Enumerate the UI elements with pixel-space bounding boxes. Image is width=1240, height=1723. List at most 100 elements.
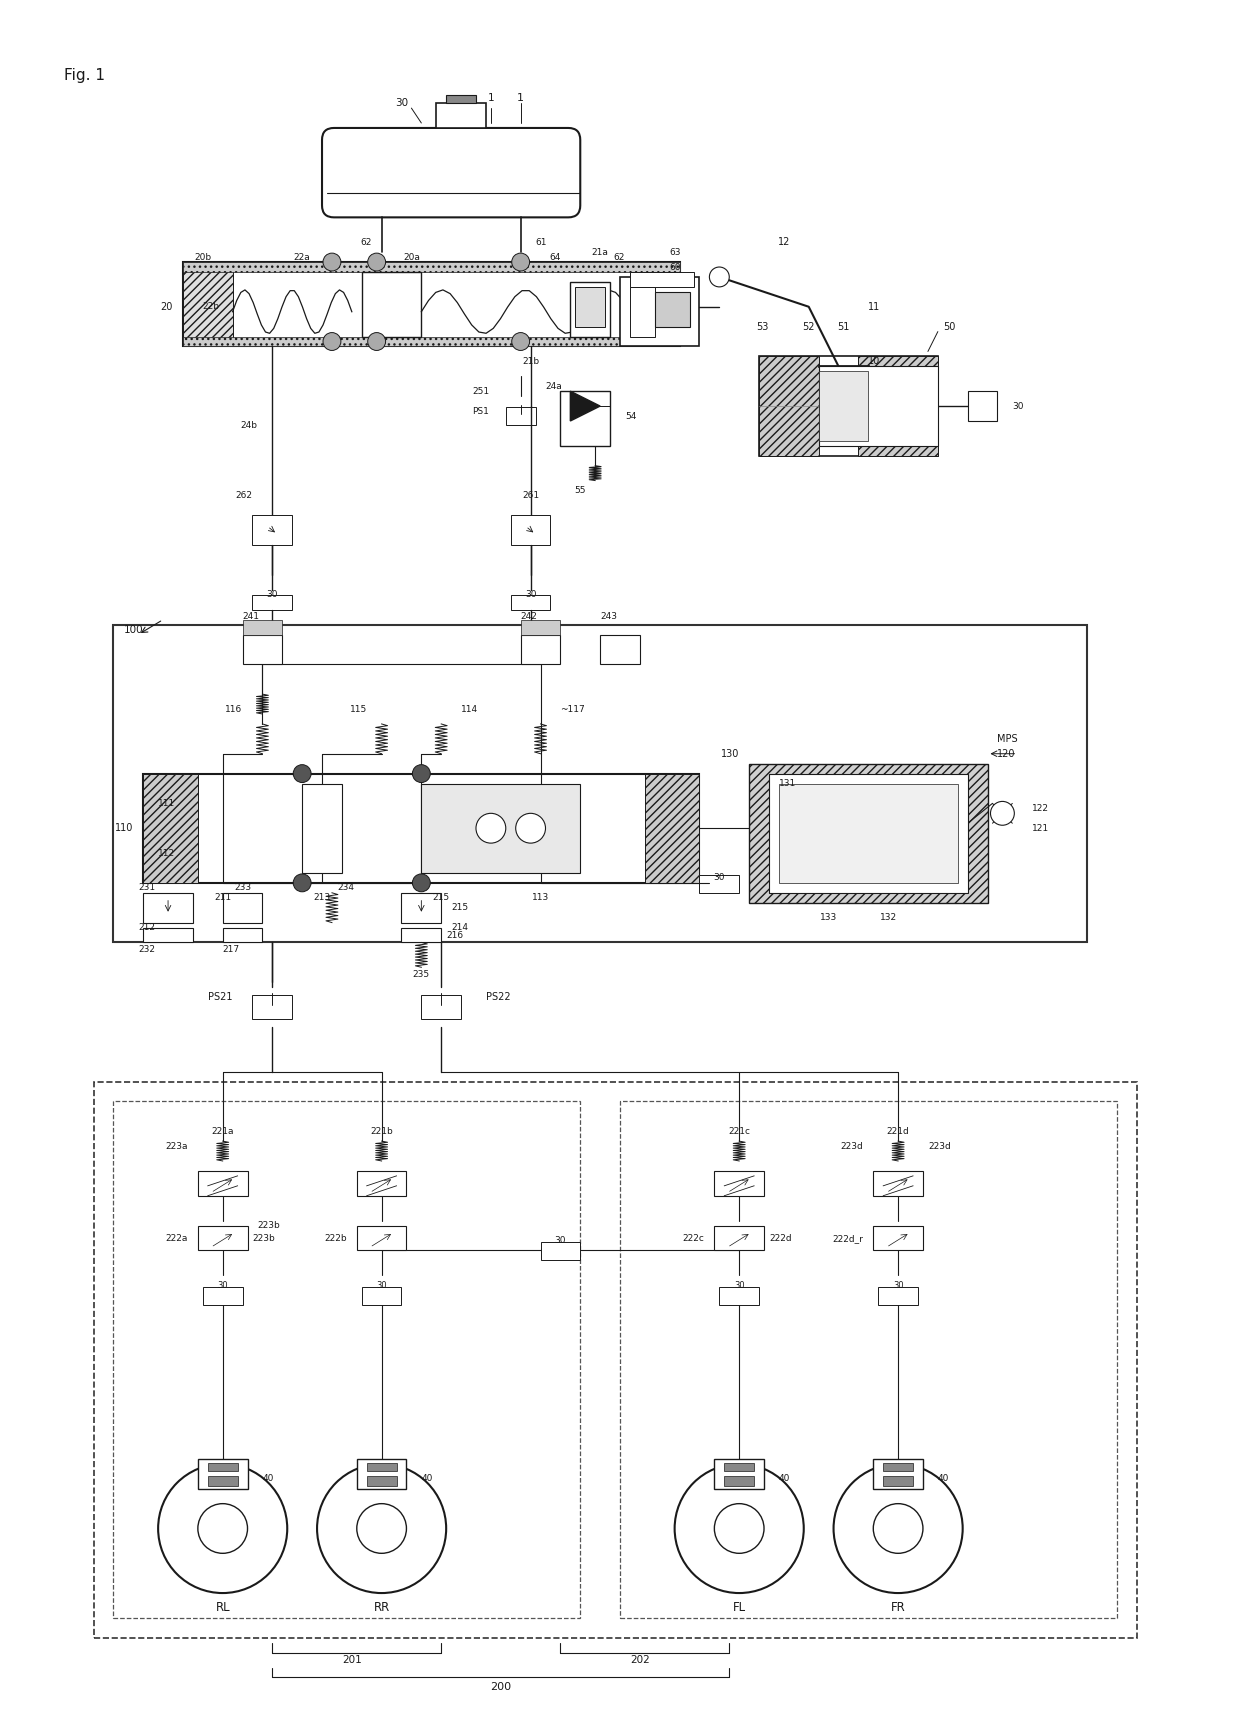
Bar	[878, 1287, 918, 1304]
Bar	[367, 1477, 397, 1485]
Bar	[511, 594, 551, 610]
Circle shape	[512, 253, 529, 271]
Circle shape	[293, 765, 311, 782]
Text: 24a: 24a	[546, 383, 562, 391]
Text: 30: 30	[217, 1280, 228, 1289]
Bar	[967, 391, 997, 420]
Circle shape	[991, 801, 1014, 825]
Bar	[223, 893, 263, 922]
Text: FR: FR	[890, 1601, 905, 1614]
Text: FL: FL	[733, 1601, 745, 1614]
Bar	[93, 1082, 1137, 1639]
Text: 214: 214	[451, 924, 469, 932]
Text: 211: 211	[215, 893, 231, 903]
Bar	[769, 774, 967, 893]
Text: 64: 64	[549, 253, 560, 262]
Bar	[198, 1225, 248, 1251]
Text: 222a: 222a	[166, 1234, 188, 1242]
Text: ~117: ~117	[560, 705, 585, 713]
Circle shape	[714, 1504, 764, 1554]
Text: 262: 262	[236, 491, 253, 500]
Bar	[873, 1172, 923, 1196]
Bar	[699, 875, 739, 893]
Text: 202: 202	[630, 1654, 650, 1664]
Text: 20: 20	[161, 302, 174, 312]
Text: 215: 215	[433, 893, 450, 903]
Bar	[184, 262, 680, 272]
Circle shape	[476, 813, 506, 843]
Text: 53: 53	[756, 322, 769, 331]
Bar	[208, 1463, 238, 1471]
Bar	[873, 1225, 923, 1251]
Text: RR: RR	[373, 1601, 389, 1614]
Text: 222d_r: 222d_r	[832, 1234, 863, 1242]
Text: 30: 30	[1012, 401, 1024, 410]
Text: 12: 12	[777, 238, 790, 246]
Text: 24b: 24b	[241, 422, 258, 431]
Text: 242: 242	[521, 612, 538, 622]
Text: 51: 51	[837, 322, 849, 331]
Text: PS21: PS21	[208, 992, 233, 1003]
Text: 1: 1	[517, 93, 525, 103]
Text: 62: 62	[614, 253, 625, 262]
Text: 223b: 223b	[253, 1234, 275, 1242]
Text: 20a: 20a	[403, 253, 420, 262]
Bar	[883, 1477, 913, 1485]
Text: 221b: 221b	[371, 1127, 393, 1135]
Text: 221d: 221d	[887, 1127, 909, 1135]
Text: 223d: 223d	[928, 1142, 951, 1151]
Bar	[714, 1459, 764, 1489]
Bar	[630, 262, 680, 346]
Bar	[113, 1101, 580, 1618]
Text: 131: 131	[779, 779, 796, 787]
Circle shape	[368, 333, 386, 350]
Text: 222b: 222b	[324, 1234, 347, 1242]
Text: 22b: 22b	[203, 302, 219, 312]
Bar	[357, 1225, 407, 1251]
Text: 221c: 221c	[728, 1127, 750, 1135]
Bar	[198, 1459, 248, 1489]
Circle shape	[516, 813, 546, 843]
Bar	[367, 1463, 397, 1471]
Bar	[620, 277, 699, 346]
Text: 21b: 21b	[522, 357, 539, 365]
Text: 40: 40	[779, 1475, 790, 1484]
Bar	[714, 1225, 764, 1251]
Text: 200: 200	[490, 1682, 511, 1692]
Bar	[818, 372, 868, 441]
Bar	[113, 625, 1086, 942]
Text: 243: 243	[600, 612, 618, 622]
Bar	[253, 996, 293, 1018]
Bar	[759, 357, 937, 457]
Bar	[357, 1172, 407, 1196]
Bar	[243, 620, 283, 634]
Text: 100: 100	[123, 624, 143, 634]
Bar	[759, 357, 818, 457]
Bar	[253, 515, 293, 544]
Bar	[243, 634, 283, 665]
Text: 201: 201	[342, 1654, 362, 1664]
Circle shape	[413, 874, 430, 893]
Text: 55: 55	[574, 486, 587, 495]
Text: 231: 231	[138, 884, 155, 893]
Bar	[436, 103, 486, 128]
Bar	[749, 763, 987, 903]
Bar	[630, 272, 694, 288]
Bar	[303, 784, 342, 874]
Text: 216: 216	[446, 930, 464, 941]
Text: 241: 241	[243, 612, 259, 622]
Bar	[600, 634, 640, 665]
Text: 22a: 22a	[294, 253, 310, 262]
Text: 133: 133	[820, 913, 837, 922]
Circle shape	[413, 765, 430, 782]
Bar	[506, 407, 536, 426]
Text: 11: 11	[868, 302, 880, 312]
Bar	[144, 893, 193, 922]
Circle shape	[322, 333, 341, 350]
Text: 30: 30	[734, 1280, 744, 1289]
Text: 40: 40	[937, 1475, 950, 1484]
Text: 222c: 222c	[682, 1234, 704, 1242]
Text: 217: 217	[223, 944, 239, 955]
Bar	[620, 1101, 1117, 1618]
Text: 112: 112	[159, 848, 175, 858]
